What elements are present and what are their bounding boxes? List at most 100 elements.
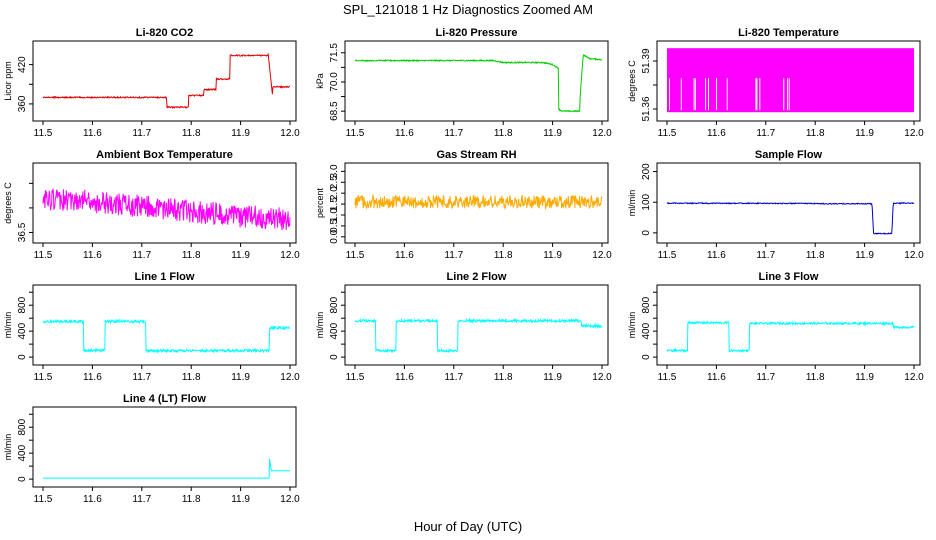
x-tick-label: 11.7 [756,372,775,383]
x-tick-label: 11.8 [182,128,201,139]
x-tick-label: 11.8 [182,250,201,261]
panel-title: Gas Stream RH [436,149,516,161]
plot-frame [656,162,921,244]
y-axis-label: kPa [315,73,325,89]
x-tick-label: 11.7 [444,372,463,383]
plot-frame [656,40,921,122]
y-tick-label: 400 [17,322,28,339]
panel-grid: Li-820 CO2 Licor ppm 360 420 11.5 11.6 11.7 11.… [3,27,924,505]
y-tick-label: 100 [641,193,652,210]
series-line [666,320,915,354]
panel-line4: Line 4 (LT) Flow ml/min 0 400 800 11.5 11.6 11.… [3,393,300,505]
y-tick-label: 1.5 [329,197,340,211]
panel-line3: Line 3 Flow ml/min 0 400 800 11.5 11.6 11.7 11.8… [627,271,924,383]
y-axis-label: ml/min [627,312,637,339]
panel-licor_temp: Li-820 Temperature degrees C 51.36 51.39 11.… [627,27,924,139]
x-tick-label: 11.9 [855,372,874,383]
panel-title: Line 1 Flow [135,271,195,283]
y-axis-label: percent [315,187,325,218]
x-tick-label: 11.9 [855,128,874,139]
plot-frame [344,162,609,244]
series-line [666,201,915,235]
panel-title: Li-820 CO2 [136,27,193,39]
panel-title: Line 2 Flow [447,271,507,283]
x-tick-label: 12.0 [592,250,612,261]
panel-title: Li-820 Temperature [738,27,839,39]
panel-co2: Li-820 CO2 Licor ppm 360 420 11.5 11.6 11.7 11.… [3,27,300,139]
x-tick-label: 12.0 [904,250,924,261]
y-tick-label: 400 [641,322,652,339]
x-tick-label: 11.9 [231,494,250,505]
x-axis-label: Hour of Day (UTC) [414,519,522,534]
x-tick-label: 11.9 [855,250,874,261]
panel-title: Li-820 Pressure [436,27,518,39]
x-tick-label: 11.7 [444,128,463,139]
y-tick-label: 2.5 [329,175,340,189]
y-tick-label: 71.5 [329,43,340,63]
x-tick-label: 11.8 [494,250,513,261]
plot-frame [656,284,921,366]
y-tick-label: 0 [641,230,652,236]
y-tick-label: 360 [17,95,28,112]
y-axis-label: ml/min [627,190,637,217]
y-tick-label: 0 [17,354,28,360]
panel-ambient_temp: Ambient Box Temperature degrees C 36.5 11.5… [3,149,300,261]
x-tick-label: 11.9 [231,372,250,383]
x-tick-label: 11.5 [346,128,365,139]
y-tick-label: 0.0 [329,229,340,243]
x-tick-label: 11.7 [444,250,463,261]
x-tick-label: 11.5 [658,250,677,261]
panel-pressure: Li-820 Pressure kPa 68.5 70.0 71.5 11.5 11.6 11… [315,27,612,139]
x-tick-label: 12.0 [592,372,612,383]
x-tick-label: 11.9 [543,250,562,261]
x-tick-label: 11.6 [395,128,414,139]
y-tick-label: 70.0 [329,72,340,92]
y-tick-label: 51.36 [641,96,652,121]
x-tick-label: 11.8 [806,128,825,139]
plot-frame [344,40,609,122]
x-tick-label: 11.7 [132,372,151,383]
panel-sample_flow: Sample Flow ml/min 0 100 200 11.5 11.6 11.7 11.8… [627,149,924,261]
y-axis-label: Licor ppm [3,61,13,101]
x-tick-label: 11.5 [346,250,365,261]
x-tick-label: 11.6 [83,494,102,505]
y-axis-label: ml/min [315,312,325,339]
panel-line1: Line 1 Flow ml/min 0 400 800 11.5 11.6 11.7 11.8… [3,271,300,383]
x-tick-label: 12.0 [904,372,924,383]
x-tick-label: 12.0 [904,128,924,139]
x-tick-label: 12.0 [280,250,300,261]
y-axis-label: degrees C [627,60,637,102]
x-tick-label: 11.9 [543,372,562,383]
x-tick-label: 11.9 [231,250,250,261]
y-tick-label: 800 [329,296,340,313]
x-tick-label: 11.6 [707,372,726,383]
plot-frame [32,284,297,366]
y-tick-label: 800 [17,296,28,313]
y-axis-label: ml/min [3,434,13,461]
y-tick-label: 2.0 [329,186,340,200]
y-tick-label: 1.0 [329,208,340,222]
y-tick-label: 800 [641,296,652,313]
x-tick-label: 11.5 [34,372,53,383]
x-tick-label: 11.6 [707,250,726,261]
panel-title: Line 4 (LT) Flow [123,393,206,405]
panel-line2: Line 2 Flow ml/min 0 400 800 11.5 11.6 11.7 11.8… [315,271,612,383]
x-tick-label: 12.0 [592,128,612,139]
y-tick-label: 3.0 [329,164,340,178]
x-tick-label: 11.7 [756,128,775,139]
x-tick-label: 12.0 [280,494,300,505]
series-line [354,54,603,113]
series-line [42,52,291,109]
x-tick-label: 11.8 [494,372,513,383]
panel-title: Sample Flow [755,149,823,161]
panel-title: Ambient Box Temperature [96,149,233,161]
x-tick-label: 11.8 [182,494,201,505]
y-tick-label: 400 [329,322,340,339]
plot-frame [32,40,297,122]
y-tick-label: 800 [17,418,28,435]
x-tick-label: 11.6 [83,372,102,383]
y-tick-label: 36.5 [17,222,28,242]
x-tick-label: 11.9 [231,128,250,139]
panel-title: Line 3 Flow [759,271,819,283]
x-tick-label: 11.6 [83,128,102,139]
